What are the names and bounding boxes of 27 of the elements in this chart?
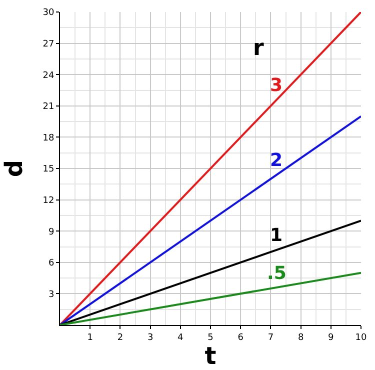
x-tick-label: 2 bbox=[117, 332, 124, 343]
y-tick-label: 18 bbox=[42, 133, 54, 144]
series-label: 2 bbox=[270, 150, 283, 171]
y-tick-label: 3 bbox=[48, 290, 54, 300]
x-tick-label: 8 bbox=[298, 332, 304, 343]
x-tick-label: 9 bbox=[328, 332, 334, 343]
x-tick-label: 1 bbox=[87, 332, 93, 343]
x-tick-label: 4 bbox=[178, 332, 184, 343]
x-tick-label: 5 bbox=[208, 332, 214, 343]
y-tick-label: 27 bbox=[42, 39, 54, 50]
y-tick-label: 30 bbox=[42, 8, 54, 18]
y-tick-label: 21 bbox=[42, 102, 54, 112]
x-tick-label: 10 bbox=[355, 332, 367, 343]
y-tick-label: 12 bbox=[42, 196, 54, 206]
y-tick-label: 6 bbox=[48, 258, 54, 269]
series-label: 1 bbox=[270, 225, 283, 246]
series-label: 3 bbox=[270, 75, 283, 96]
y-tick-label: 15 bbox=[42, 164, 54, 175]
x-tick-label: 6 bbox=[238, 332, 244, 343]
y-tick-label: 9 bbox=[48, 227, 54, 238]
x-tick-label: 3 bbox=[147, 332, 154, 343]
series-label: .5 bbox=[267, 263, 286, 284]
y-tick-label: 24 bbox=[42, 70, 54, 81]
y-axis-title: d bbox=[0, 160, 28, 178]
annotation: r bbox=[253, 36, 264, 61]
x-axis-title: t bbox=[204, 342, 216, 370]
x-tick-label: 7 bbox=[268, 332, 274, 343]
